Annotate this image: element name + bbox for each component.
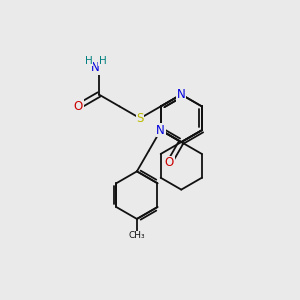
Text: H: H [99, 56, 107, 66]
Text: N: N [91, 61, 99, 74]
Text: S: S [136, 112, 144, 125]
Text: O: O [74, 100, 83, 113]
Text: CH₃: CH₃ [129, 231, 145, 240]
Text: N: N [156, 124, 165, 137]
Text: N: N [177, 88, 186, 101]
Text: H: H [85, 56, 93, 66]
Text: O: O [165, 156, 174, 169]
